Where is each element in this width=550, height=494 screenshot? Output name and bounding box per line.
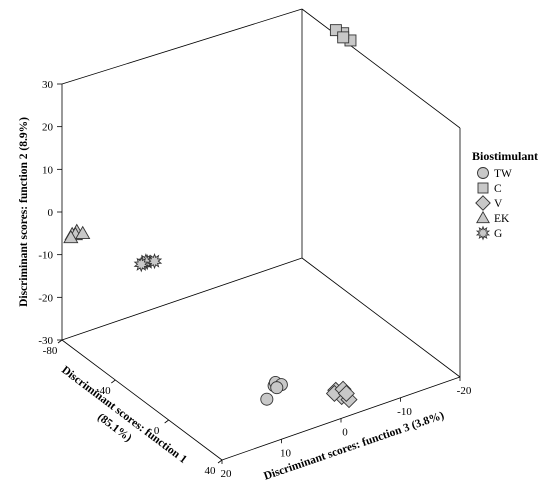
- x-axis-ticks: -80 -40 0 40: [43, 339, 223, 477]
- x-tick-label: -80: [43, 345, 58, 357]
- y-tick-label: -10: [38, 250, 53, 262]
- data-points: [63, 24, 358, 409]
- data-point-ek: [75, 225, 91, 239]
- x-tick-mark: [57, 339, 63, 344]
- y-tick-label: -30: [38, 335, 53, 347]
- y-tick-label: 30: [42, 79, 54, 91]
- legend-marker-g: [475, 225, 491, 241]
- x-tick-label: -40: [96, 385, 111, 397]
- data-point-c: [337, 31, 350, 44]
- right-top-edge: [301, 8, 461, 129]
- data-point-v: [337, 384, 355, 403]
- x-tick-label: 40: [205, 465, 217, 477]
- floor-back-edge: [61, 257, 303, 341]
- legend-marker-tw: [477, 167, 489, 179]
- legend-entries: TW CV EK G: [475, 167, 512, 241]
- x-tick-mark: [217, 459, 223, 464]
- floor-left-edge: [61, 339, 223, 461]
- y-tick-label: 10: [42, 164, 54, 176]
- y-tick-label: -20: [38, 292, 53, 304]
- data-point-ek: [63, 229, 79, 244]
- data-point-tw: [260, 392, 274, 406]
- y-tick-label: 20: [42, 122, 54, 134]
- legend-label-c: C: [494, 183, 502, 195]
- x-tick-mark: [164, 419, 169, 424]
- data-point-tw: [270, 381, 284, 395]
- x-axis-title-line1: Discriminant scores: function 1: [59, 364, 189, 466]
- z-tick-label: 0: [342, 427, 348, 439]
- legend-title: Biostimulant: [472, 149, 538, 163]
- data-point-c: [329, 24, 342, 37]
- x-tick-mark: [111, 379, 116, 384]
- plot-frame: [61, 8, 461, 461]
- data-point-g: [133, 256, 149, 273]
- legend-label-g: G: [494, 228, 502, 240]
- legend-marker-v: [475, 195, 491, 211]
- z-axis-title: Discriminant scores: function 3 (3.8%): [262, 410, 446, 483]
- back-top-edge: [61, 8, 303, 85]
- legend-label-tw: TW: [494, 168, 512, 180]
- y-axis-ticks: 30 20 10 0 -10 -20 -30: [38, 79, 62, 347]
- legend-marker-ek: [476, 210, 490, 224]
- y-axis-title: Discriminant scores: function 2 (8.9%): [18, 117, 30, 307]
- legend-label-ek: EK: [494, 213, 510, 225]
- floor-right-edge: [301, 257, 461, 378]
- legend-marker-c: [477, 182, 489, 194]
- z-axis-ticks: 20 10 0 -10 -20: [221, 377, 472, 480]
- x-tick-label: 0: [154, 425, 160, 437]
- x-axis-title: Discriminant scores: function 1 (85.1%): [59, 364, 189, 466]
- legend: Biostimulant TW CV EK G: [472, 149, 538, 241]
- data-point-g: [146, 253, 163, 270]
- y-tick-label: 0: [48, 207, 54, 219]
- z-tick-label: 10: [280, 447, 292, 459]
- legend-label-v: V: [494, 198, 503, 210]
- z-tick-label: 20: [221, 468, 233, 480]
- z-tick-label: -20: [457, 385, 472, 397]
- z-tick-label: -10: [397, 406, 412, 418]
